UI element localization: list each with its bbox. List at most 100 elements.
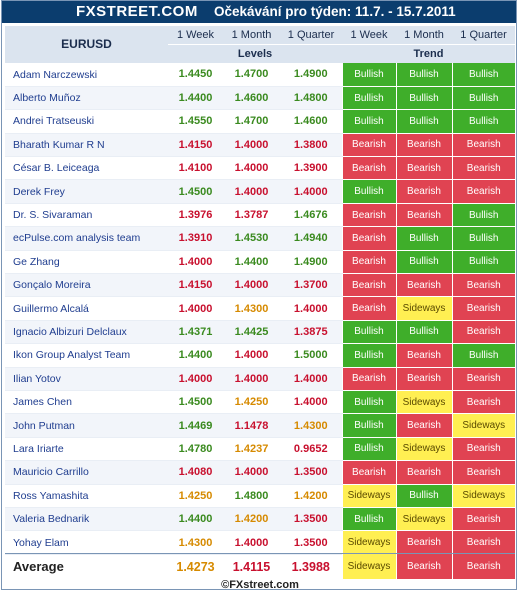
level-1m: 1.4000 [223,133,280,158]
level-1w: 1.4400 [168,343,223,368]
trend-1m: Bearish [395,203,452,228]
header-bar: FXSTREET.COM Očekávání pro týden: 11.7. … [2,1,516,23]
analyst-name[interactable]: Valeria Bednarik [5,507,168,532]
table-row: Ross Yamashita 1.4250 1.4800 1.4200 Sideways… [5,484,515,508]
analyst-name[interactable]: Ikon Group Analyst Team [5,343,168,368]
trend-1q: Bullish [451,250,515,275]
trend-1m: Bearish [395,413,452,438]
level-1q: 1.3500 [280,507,342,532]
trend-1q: Bullish [451,226,515,251]
fxstreet-logo[interactable]: FXSTREET.COM [76,3,198,20]
trend-1w: Bullish [341,320,396,345]
level-1m: 1.4250 [223,390,280,415]
table-row: Ilian Yotov 1.4000 1.4000 1.4000 Bearish Bear… [5,367,515,391]
trend-1m: Bearish [395,343,452,368]
level-1q: 1.3900 [280,156,342,181]
level-1m: 1.4000 [223,343,280,368]
level-1w: 1.4500 [168,179,223,204]
average-trend-1m: Bearish [395,554,452,580]
average-label: Average [13,559,64,575]
level-1q: 1.4000 [280,390,342,415]
trend-1m: Sideways [395,296,452,321]
analyst-name[interactable]: Ilian Yotov [5,367,168,391]
analyst-name[interactable]: Gonçalo Moreira [5,273,168,298]
trend-1m: Sideways [395,507,452,532]
level-1w: 1.4500 [168,390,223,415]
analyst-name[interactable]: Dr. S. Sivaraman [5,203,168,228]
trend-1q: Bearish [451,507,515,532]
analyst-name[interactable]: César B. Leiceaga [5,156,168,181]
trend-1m: Bearish [395,133,452,158]
trend-1m: Bearish [395,179,452,204]
trend-1w: Bearish [341,133,396,158]
analyst-name[interactable]: Adam Narczewski [5,63,168,87]
trend-1m: Bullish [395,320,452,345]
trend-1w: Bearish [341,296,396,321]
analyst-name[interactable]: Ignacio Albizuri Delclaux [5,320,168,345]
level-1m: 1.4200 [223,507,280,532]
level-1q: 1.5000 [280,343,342,368]
trend-1q: Bearish [451,367,515,391]
analyst-name[interactable]: Andrei Tratseuski [5,109,168,134]
trend-1q: Bullish [451,63,515,87]
trend-1w: Bullish [341,413,396,438]
level-1w: 1.4000 [168,367,223,391]
trend-1m: Sideways [395,390,452,415]
analyst-name[interactable]: James Chen [5,390,168,415]
trend-1q: Bullish [451,203,515,228]
analyst-name[interactable]: Ross Yamashita [5,484,168,508]
level-1m: 1.4237 [223,437,280,462]
trend-1w: Sideways [341,484,396,508]
copyright: ©FXstreet.com [221,579,299,591]
level-1w: 1.4150 [168,133,223,158]
levels-period-1w: 1 Week [168,26,223,45]
average-row: Average 1.4273 1.4115 1.3988 Sideways Be… [5,553,515,580]
table-row: Ikon Group Analyst Team 1.4400 1.4000 1.500… [5,343,515,368]
average-trend-1w: Sideways [341,554,396,580]
levels-period-1q: 1 Quarter [280,26,342,45]
average-level-1q: 1.3988 [291,559,330,574]
level-1q: 1.4900 [280,63,342,87]
level-1q: 1.4900 [280,250,342,275]
level-1m: 1.3787 [223,203,280,228]
trend-1w: Bullish [341,179,396,204]
page-title: Očekávání pro týden: 11.7. - 15.7.2011 [214,4,456,19]
trend-1q: Bearish [451,390,515,415]
table-row: Ignacio Albizuri Delclaux 1.4371 1.4425 1.3… [5,320,515,345]
trend-1m: Bullish [395,484,452,508]
trend-1m: Bullish [395,86,452,111]
level-1w: 1.4250 [168,484,223,508]
trend-1q: Bullish [451,86,515,111]
level-1w: 1.4550 [168,109,223,134]
level-1q: 1.4000 [280,296,342,321]
trend-1w: Bearish [341,367,396,391]
analyst-name[interactable]: Alberto Muñoz [5,86,168,111]
trend-1q: Bearish [451,296,515,321]
trend-group-header: Trend [342,44,515,63]
level-1q: 1.4000 [280,179,342,204]
analyst-name[interactable]: Bharath Kumar R N [5,133,168,158]
level-1m: 1.1478 [223,413,280,438]
analyst-name[interactable]: Mauricio Carrillo [5,460,168,485]
level-1m: 1.4700 [223,109,280,134]
analyst-name[interactable]: Guillermo Alcalá [5,296,168,321]
analyst-name[interactable]: Lara Iriarte [5,437,168,462]
trend-1m: Bullish [395,109,452,134]
trend-1m: Bearish [395,273,452,298]
level-1m: 1.4800 [223,484,280,508]
trend-1q: Sideways [451,484,515,508]
analyst-name[interactable]: Derek Frey [5,179,168,204]
level-1w: 1.4400 [168,507,223,532]
trend-1m: Bearish [395,460,452,485]
analyst-name[interactable]: John Putman [5,413,168,438]
trend-1m: Bullish [395,250,452,275]
level-1q: 1.4300 [280,413,342,438]
level-1q: 1.4000 [280,367,342,391]
level-1m: 1.4530 [223,226,280,251]
forecast-table: EURUSD 1 Week 1 Month 1 Quarter 1 Week 1… [5,26,515,555]
analyst-name[interactable]: Ge Zhang [5,250,168,275]
trend-1w: Bullish [341,437,396,462]
analyst-name[interactable]: ecPulse.com analysis team [5,226,168,251]
analyst-name[interactable]: Yohay Elam [5,530,168,555]
level-1m: 1.4000 [223,460,280,485]
